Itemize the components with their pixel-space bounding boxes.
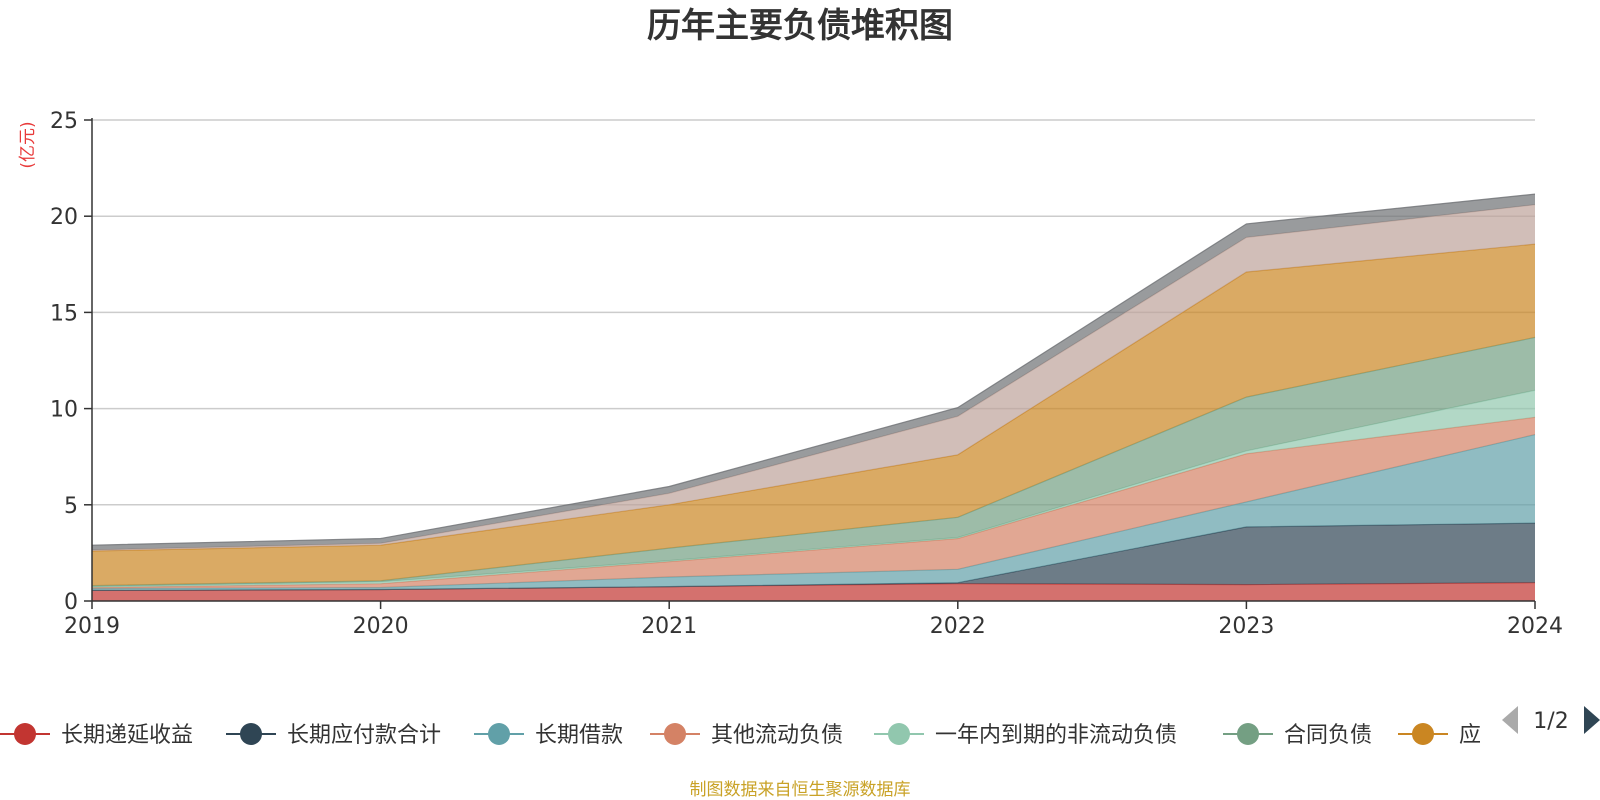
legend-marker-icon [888, 723, 910, 745]
legend-marker-icon [14, 723, 36, 745]
series-area-5 [92, 337, 1535, 587]
legend-marker-icon [1237, 723, 1259, 745]
legend-item[interactable]: 应 [1398, 723, 1481, 748]
legend-label: 合同负债 [1284, 723, 1372, 748]
y-tick-label: 0 [64, 590, 78, 615]
legend-marker-icon [664, 723, 686, 745]
legend-item[interactable]: 一年内到期的非流动负债 [874, 723, 1177, 748]
x-tick-label: 2022 [930, 614, 986, 639]
chart-title: 历年主要负债堆积图 [647, 6, 953, 46]
legend-item[interactable]: 长期应付款合计 [226, 723, 441, 748]
legend-label: 长期借款 [535, 723, 623, 748]
x-tick-label: 2024 [1507, 614, 1563, 639]
series-area-6 [92, 244, 1535, 586]
stacked-areas [91, 193, 1536, 601]
legend-item[interactable]: 合同负债 [1223, 723, 1372, 748]
legend-label: 应 [1459, 723, 1481, 748]
x-tick-label: 2021 [641, 614, 697, 639]
legend-pager: 1/2 [1502, 706, 1600, 734]
triangle-right-icon[interactable] [1584, 706, 1600, 734]
legend-label: 长期递延收益 [61, 723, 193, 748]
data-source-footer: 制图数据来自恒生聚源数据库 [690, 780, 911, 800]
legend-marker-icon [240, 723, 262, 745]
legend-item[interactable]: 其他流动负债 [650, 723, 843, 748]
legend-label: 长期应付款合计 [287, 723, 441, 748]
y-tick-label: 10 [50, 398, 78, 423]
y-tick-label: 20 [50, 205, 78, 230]
y-axis-unit: (亿元) [18, 121, 38, 168]
x-tick-label: 2020 [353, 614, 409, 639]
legend: 长期递延收益 长期应付款合计 长期借款 其他流动负债 一年内到期的非流动负债 合同负债 应 [0, 723, 1481, 748]
series-area-0 [92, 582, 1535, 601]
triangle-left-icon[interactable] [1502, 706, 1518, 734]
legend-marker-icon [1412, 723, 1434, 745]
y-tick-label: 5 [64, 494, 78, 519]
axes: 0 5 10 15 20 25 2019 2020 2021 2022 2023 2024 [50, 109, 1563, 639]
series-area-7 [92, 204, 1535, 551]
legend-marker-icon [488, 723, 510, 745]
x-tick-label: 2019 [64, 614, 120, 639]
series-area-1 [92, 523, 1535, 591]
y-tick-label: 25 [50, 109, 78, 134]
x-tick-label: 2023 [1218, 614, 1274, 639]
series-line-8 [91, 193, 1536, 546]
legend-label: 其他流动负债 [711, 723, 843, 748]
legend-item[interactable]: 长期递延收益 [0, 723, 193, 748]
legend-item[interactable]: 长期借款 [474, 723, 623, 748]
series-area-3 [92, 417, 1535, 589]
legend-label: 一年内到期的非流动负债 [935, 723, 1177, 748]
series-area-2 [92, 434, 1535, 591]
y-tick-label: 15 [50, 301, 78, 326]
legend-page-indicator: 1/2 [1533, 709, 1568, 734]
